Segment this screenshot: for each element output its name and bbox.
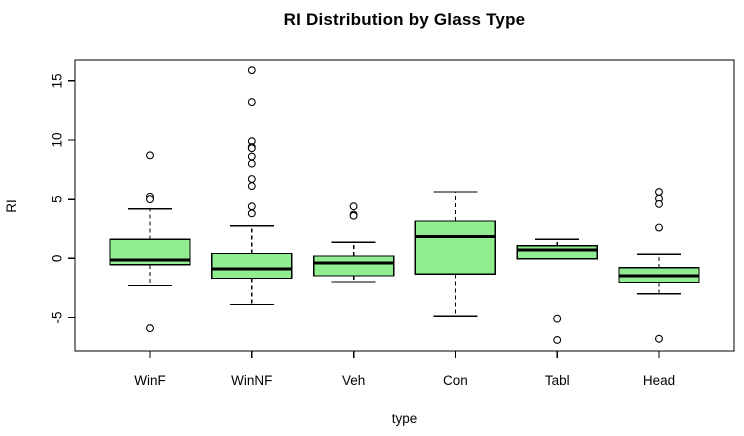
box-group-winnf [211, 66, 293, 306]
outlier-point [247, 202, 256, 211]
outlier-point [146, 195, 154, 204]
box-rect [516, 245, 598, 260]
outlier-point [247, 209, 256, 218]
outlier-point [247, 159, 256, 168]
y-tick-label: -5 [50, 311, 65, 323]
x-tick-label-head: Head [643, 373, 675, 388]
chart-title: RI Distribution by Glass Type [283, 10, 526, 29]
outlier-point [146, 151, 154, 160]
plot-border [74, 59, 735, 352]
x-tick-label-con: Con [443, 373, 468, 388]
x-tick-label-tabl: Tabl [545, 373, 570, 388]
y-tick-label: 10 [50, 132, 65, 147]
outlier-point [655, 223, 663, 232]
box-rect [211, 252, 293, 280]
x-tick-label-winf: WinF [134, 373, 166, 388]
box-group-veh [312, 202, 395, 283]
outlier-point [655, 199, 663, 208]
outlier-point [349, 211, 358, 220]
outlier-point [553, 314, 562, 323]
y-tick-label: 15 [50, 73, 65, 88]
box-rect [312, 255, 395, 277]
outlier-point [553, 335, 562, 344]
outlier-point [247, 66, 256, 75]
y-axis-label: RI [4, 199, 19, 213]
outlier-point [247, 175, 256, 183]
box-group-con [414, 191, 497, 317]
x-tick-label-veh: Veh [342, 373, 365, 388]
outlier-point [247, 98, 256, 107]
outlier-point [247, 144, 256, 153]
y-tick-label: 5 [50, 195, 65, 203]
outlier-point [247, 152, 256, 161]
outlier-point [247, 182, 256, 191]
outlier-point [655, 334, 663, 343]
x-tick-label-winnf: WinNF [231, 373, 272, 388]
outlier-point [146, 324, 154, 333]
box-group-winf [109, 151, 191, 333]
box-rect [414, 220, 497, 275]
y-tick-label: 0 [50, 255, 65, 263]
outlier-point [655, 188, 663, 196]
outlier-point [349, 202, 358, 211]
box-group-tabl [516, 238, 598, 344]
x-axis-label: type [391, 411, 418, 426]
box-group-head [618, 188, 700, 343]
